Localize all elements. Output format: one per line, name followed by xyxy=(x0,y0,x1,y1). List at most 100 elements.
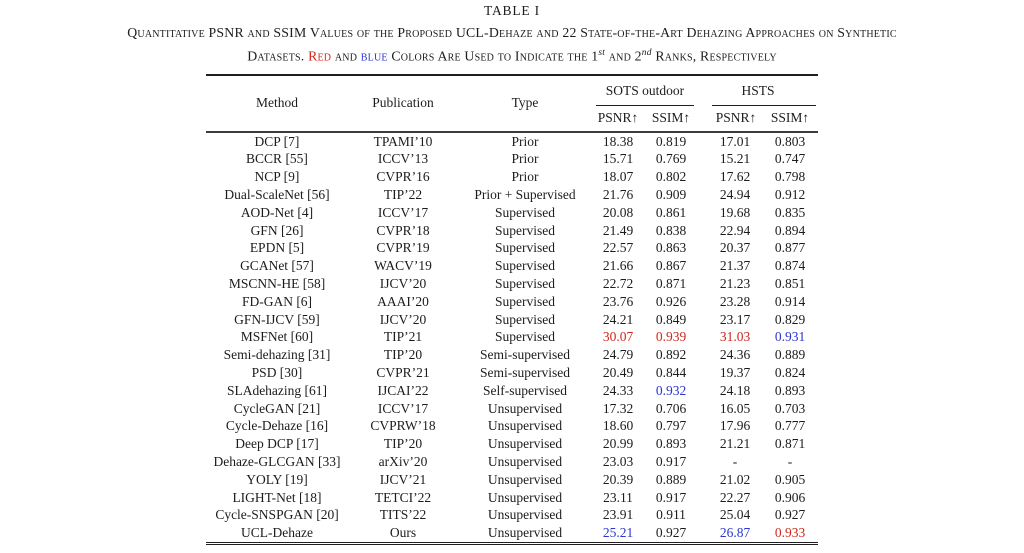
publication-cell: Ours xyxy=(348,524,458,545)
table-row: SLAdehazing [61] IJCAI’22 Self-supervised 2… xyxy=(206,382,818,400)
type-cell: Supervised xyxy=(495,204,555,220)
publication-cell: CVPR’18 xyxy=(376,222,430,238)
cmidrule-sots xyxy=(596,104,694,106)
hsts-psnr-cell: 19.68 xyxy=(719,204,751,220)
hsts-psnr-cell: 20.37 xyxy=(719,240,751,256)
hsts-psnr-cell: - xyxy=(732,453,738,469)
hsts-ssim-cell: 0.927 xyxy=(774,507,806,523)
hsts-ssim-cell: 0.889 xyxy=(774,347,806,363)
hsts-ssim-cell: 0.747 xyxy=(774,151,806,167)
table-row: FD-GAN [6] AAAI’20 Supervised 23.76 0.926 23.… xyxy=(206,293,818,311)
hsts-psnr-cell: 31.03 xyxy=(719,329,751,345)
hsts-psnr-cell: 26.87 xyxy=(698,524,762,545)
sots-ssim-cell: 0.861 xyxy=(655,204,687,220)
hsts-psnr-cell: 16.05 xyxy=(719,400,751,416)
hsts-ssim-cell: 0.931 xyxy=(774,329,806,345)
type-cell: Unsupervised xyxy=(487,400,563,416)
type-cell: Unsupervised xyxy=(458,524,592,545)
metric-header-sots-ssim: SSIM↑ xyxy=(644,105,698,133)
caption-text: Ranks, Respectively xyxy=(651,48,777,64)
publication-cell: TIP’20 xyxy=(383,347,423,363)
method-cell: CycleGAN [21] xyxy=(233,400,321,416)
hsts-psnr-cell: 17.96 xyxy=(719,418,751,434)
publication-cell: CVPRW’18 xyxy=(370,418,436,434)
sots-psnr-cell: 18.38 xyxy=(602,133,634,149)
sots-ssim-cell: 0.939 xyxy=(655,329,687,345)
hsts-ssim-cell: 0.874 xyxy=(774,258,806,274)
hsts-ssim-cell: 0.803 xyxy=(774,133,806,149)
table-row: GFN [26] CVPR’18 Supervised 21.49 0.838 22.94… xyxy=(206,222,818,240)
hsts-psnr-cell: 21.37 xyxy=(719,258,751,274)
type-cell: Unsupervised xyxy=(487,453,563,469)
hsts-psnr-cell: 21.21 xyxy=(719,436,751,452)
hsts-ssim-cell: 0.905 xyxy=(774,471,806,487)
superscript-st: st xyxy=(598,48,606,58)
hsts-psnr-cell: 21.23 xyxy=(719,275,751,291)
hsts-ssim-cell: 0.851 xyxy=(774,275,806,291)
sots-psnr-cell: 24.33 xyxy=(602,382,634,398)
hsts-psnr-cell: 21.02 xyxy=(719,471,751,487)
publication-cell: arXiv’20 xyxy=(378,453,428,469)
table-row: Dual-ScaleNet [56] TIP’22 Prior + Supervis… xyxy=(206,186,818,204)
type-cell: Self-supervised xyxy=(483,382,567,398)
hsts-ssim-cell: 0.914 xyxy=(774,293,806,309)
method-cell: Cycle-SNSPGAN [20] xyxy=(215,507,339,523)
sots-ssim-cell: 0.802 xyxy=(655,169,687,185)
sots-ssim-cell: 0.863 xyxy=(655,240,687,256)
method-cell: FD-GAN [6] xyxy=(241,293,313,309)
publication-cell: TIP’21 xyxy=(383,329,423,345)
caption-line-2: Datasets. Red and blue Colors Are Used t… xyxy=(0,43,1024,67)
table-row: MSCNN-HE [58] IJCV’20 Supervised 22.72 0.871… xyxy=(206,275,818,293)
publication-cell: IJCAI’22 xyxy=(377,382,429,398)
type-cell: Unsupervised xyxy=(487,507,563,523)
table-row: Deep DCP [17] TIP’20 Unsupervised 20.99 0.89… xyxy=(206,435,818,453)
sots-psnr-cell: 20.99 xyxy=(602,436,634,452)
col-header-method: Method xyxy=(206,74,348,133)
method-cell: Deep DCP [17] xyxy=(235,436,319,452)
table-row: BCCR [55] ICCV’13 Prior 15.71 0.769 15.21 0.74… xyxy=(206,150,818,168)
sots-psnr-cell: 23.11 xyxy=(603,489,633,505)
type-cell: Prior xyxy=(511,169,539,185)
caption-text: and 2 xyxy=(605,48,642,64)
sots-psnr-cell: 21.66 xyxy=(602,258,634,274)
type-cell: Semi-supervised xyxy=(480,364,570,380)
table-row: GFN-IJCV [59] IJCV’20 Supervised 24.21 0.849… xyxy=(206,311,818,329)
sots-ssim-cell: 0.911 xyxy=(656,507,686,523)
caption-line-1: Quantitative PSNR and SSIM Values of the… xyxy=(127,25,897,40)
hsts-ssim-cell: 0.824 xyxy=(774,364,806,380)
type-cell: Unsupervised xyxy=(487,471,563,487)
method-cell: AOD-Net [4] xyxy=(240,204,314,220)
sots-psnr-cell: 21.76 xyxy=(602,186,634,202)
publication-cell: CVPR’16 xyxy=(376,169,430,185)
hsts-psnr-cell: 24.18 xyxy=(719,382,751,398)
sots-ssim-cell: 0.889 xyxy=(655,471,687,487)
publication-cell: TIP’22 xyxy=(383,186,423,202)
sots-ssim-cell: 0.926 xyxy=(655,293,687,309)
type-cell: Supervised xyxy=(495,258,555,274)
table-row: CycleGAN [21] ICCV’17 Unsupervised 17.32 0.7… xyxy=(206,400,818,418)
type-cell: Supervised xyxy=(495,222,555,238)
sots-psnr-cell: 25.21 xyxy=(592,524,644,545)
sots-psnr-cell: 23.03 xyxy=(602,453,634,469)
table-row: MSFNet [60] TIP’21 Supervised 30.07 0.939 31.… xyxy=(206,328,818,346)
paper-table-figure: TABLE I Quantitative PSNR and SSIM Value… xyxy=(0,3,1024,545)
publication-cell: IJCV’21 xyxy=(379,471,427,487)
sots-ssim-cell: 0.844 xyxy=(655,364,687,380)
superscript-nd: nd xyxy=(641,48,652,58)
method-cell: Dehaze-GLCGAN [33] xyxy=(213,453,341,469)
type-cell: Unsupervised xyxy=(487,489,563,505)
publication-cell: IJCV’20 xyxy=(379,275,427,291)
sots-psnr-cell: 30.07 xyxy=(602,329,634,345)
table-row: EPDN [5] CVPR’19 Supervised 22.57 0.863 20.37… xyxy=(206,239,818,257)
table-row: YOLY [19] IJCV’21 Unsupervised 20.39 0.889 21… xyxy=(206,471,818,489)
publication-cell: IJCV’20 xyxy=(379,311,427,327)
sots-psnr-cell: 15.71 xyxy=(602,151,634,167)
table-row: UCL-Dehaze Ours Unsupervised 25.21 0.927 26.8… xyxy=(206,524,818,545)
method-cell: MSFNet [60] xyxy=(240,329,314,345)
sots-psnr-cell: 20.08 xyxy=(602,204,634,220)
sots-ssim-cell: 0.917 xyxy=(655,453,687,469)
sots-ssim-cell: 0.871 xyxy=(655,275,687,291)
metric-header-hsts-psnr: PSNR↑ xyxy=(698,105,762,133)
metric-header-sots-psnr: PSNR↑ xyxy=(592,105,644,133)
type-cell: Semi-supervised xyxy=(480,347,570,363)
